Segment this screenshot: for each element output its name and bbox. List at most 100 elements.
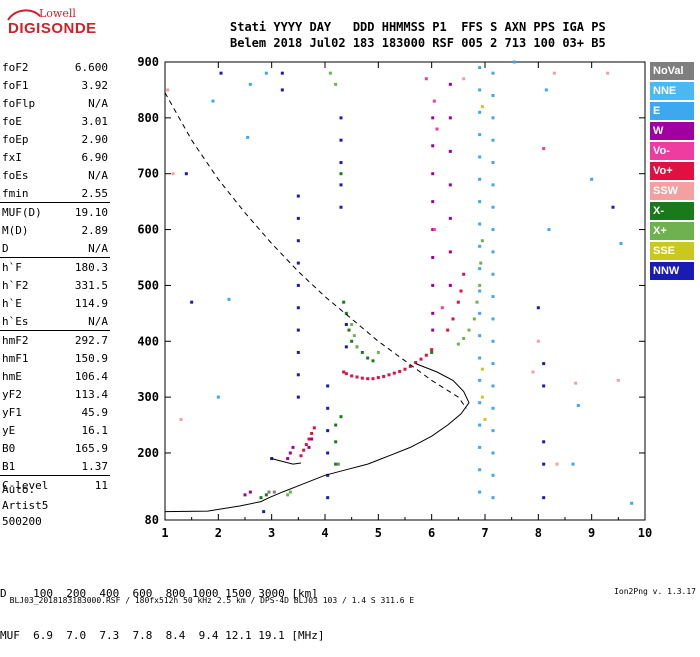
- data-point: [630, 501, 634, 505]
- data-point: [475, 300, 479, 304]
- data-point: [478, 133, 482, 137]
- param-row: h`F 180.3: [2, 258, 108, 276]
- data-point: [248, 82, 252, 86]
- x-tick-label: 7: [481, 526, 488, 540]
- data-point: [574, 381, 578, 385]
- param-name: C-level: [2, 478, 49, 492]
- param-row: h`F2 331.5: [2, 276, 108, 294]
- x-tick-label: 2: [215, 526, 222, 540]
- data-point: [408, 364, 412, 368]
- data-point: [491, 429, 495, 433]
- data-point: [478, 110, 482, 114]
- data-point: [392, 371, 396, 375]
- y-tick-label: 300: [137, 390, 159, 404]
- data-point: [491, 406, 495, 410]
- data-point: [430, 350, 434, 354]
- legend-item: X+: [650, 222, 694, 240]
- data-point: [190, 300, 194, 304]
- data-point: [430, 348, 434, 352]
- data-point: [478, 66, 482, 70]
- data-point: [483, 417, 487, 421]
- data-point: [448, 149, 452, 153]
- data-point: [536, 339, 540, 343]
- data-point: [491, 384, 495, 388]
- autoscaling-info: Auto: Artist5 500200: [2, 482, 48, 530]
- data-point: [387, 373, 391, 377]
- data-point: [431, 200, 435, 204]
- data-point: [448, 250, 452, 254]
- footer-version: Ion2Png v. 1.3.17: [614, 587, 696, 596]
- data-point: [328, 71, 332, 75]
- data-point: [542, 147, 546, 151]
- data-point: [227, 297, 231, 301]
- data-point: [299, 454, 303, 458]
- param-row: fmin 2.55: [2, 184, 108, 202]
- data-point: [336, 462, 340, 466]
- data-point: [371, 377, 375, 381]
- data-point: [248, 490, 252, 494]
- data-point: [451, 317, 455, 321]
- data-point: [448, 183, 452, 187]
- data-point: [296, 395, 300, 399]
- data-point: [491, 339, 495, 343]
- data-point: [431, 116, 435, 120]
- data-point: [542, 496, 546, 500]
- data-point: [216, 395, 220, 399]
- data-point: [339, 138, 343, 142]
- x-tick-label: 3: [268, 526, 275, 540]
- legend-item: SSW: [650, 182, 694, 200]
- data-point: [334, 440, 338, 444]
- data-point: [491, 451, 495, 455]
- data-point: [536, 306, 540, 310]
- data-point: [296, 194, 300, 198]
- data-point: [480, 367, 484, 371]
- param-row: foEp 2.90: [2, 130, 108, 148]
- data-point: [491, 71, 495, 75]
- param-row: C-level 11: [2, 476, 108, 494]
- data-point: [302, 448, 306, 452]
- data-point: [542, 362, 546, 366]
- data-point: [478, 378, 482, 382]
- data-point: [431, 228, 435, 232]
- data-point: [350, 323, 354, 327]
- data-point: [478, 490, 482, 494]
- data-point: [296, 373, 300, 377]
- data-point: [431, 311, 435, 315]
- x-tick-label: 4: [321, 526, 328, 540]
- data-point: [272, 490, 276, 494]
- logo-swoosh-icon: [7, 9, 41, 21]
- data-point: [491, 228, 495, 232]
- param-value: 106.4: [74, 369, 108, 383]
- data-point: [344, 345, 348, 349]
- param-value: N/A: [88, 96, 108, 110]
- data-point: [431, 172, 435, 176]
- data-point: [296, 283, 300, 287]
- param-value: 150.9: [74, 351, 108, 365]
- param-name: MUF(D): [2, 205, 42, 219]
- data-point: [334, 462, 338, 466]
- data-point: [459, 289, 463, 293]
- data-point: [555, 462, 559, 466]
- param-value: 2.90: [81, 132, 109, 146]
- data-point: [310, 431, 314, 435]
- param-separator: [0, 330, 110, 331]
- data-point: [326, 473, 330, 477]
- footer-file-info: BLJ03_2018183183000.RSF / 180fx512h 50 k…: [9, 596, 415, 605]
- data-point: [296, 350, 300, 354]
- param-name: fxI: [2, 150, 22, 164]
- data-point: [270, 457, 274, 461]
- data-point: [542, 440, 546, 444]
- param-name: h`Es: [2, 314, 29, 328]
- param-name: foF2: [2, 60, 29, 74]
- data-point: [478, 445, 482, 449]
- param-name: yF2: [2, 387, 22, 401]
- legend-item: Vo-: [650, 142, 694, 160]
- y-tick-label: 700: [137, 167, 159, 181]
- data-point: [491, 138, 495, 142]
- legend-item: NoVal: [650, 62, 694, 80]
- data-point: [403, 367, 407, 371]
- profile-curve: [164, 92, 467, 409]
- data-point: [424, 77, 428, 81]
- param-name: hmF1: [2, 351, 29, 365]
- data-point: [312, 426, 316, 430]
